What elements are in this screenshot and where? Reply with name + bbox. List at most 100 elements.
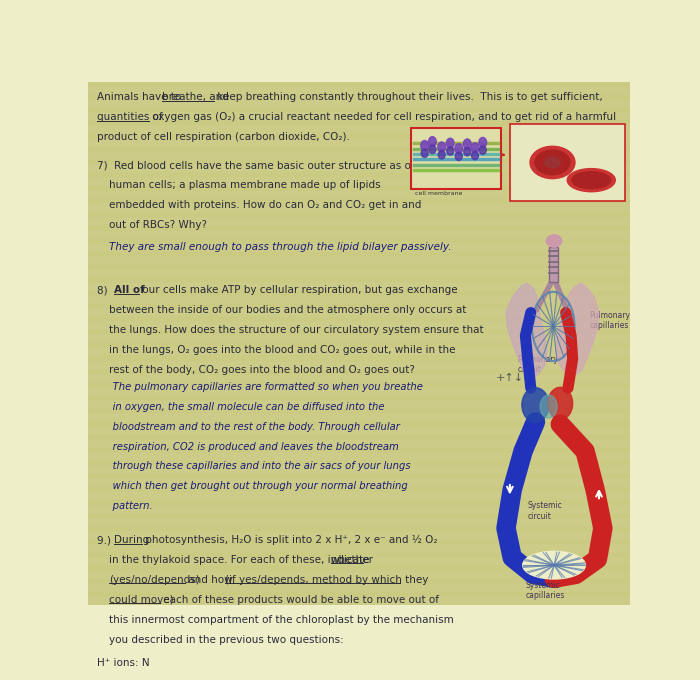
Bar: [88, 252, 630, 255]
Ellipse shape: [447, 138, 454, 148]
Bar: [88, 121, 630, 124]
Polygon shape: [102, 82, 652, 605]
Polygon shape: [158, 82, 700, 605]
Bar: [88, 396, 630, 399]
Ellipse shape: [530, 146, 575, 179]
Bar: [88, 527, 630, 530]
Ellipse shape: [546, 235, 562, 247]
Text: photosynthesis, H₂O is split into 2 x H⁺, 2 x e⁻ and ½ O₂: photosynthesis, H₂O is split into 2 x H⁺…: [142, 535, 438, 545]
Text: bloodstream and to the rest of the body. Through cellular: bloodstream and to the rest of the body.…: [97, 422, 400, 432]
Text: Pulmonary
capillaries: Pulmonary capillaries: [589, 311, 631, 330]
Text: keep breathing constantly throughout their lives.  This is to get sufficient,: keep breathing constantly throughout the…: [214, 92, 602, 103]
Polygon shape: [0, 82, 442, 605]
Text: which then get brought out through your normal breathing: which then get brought out through your …: [97, 481, 408, 492]
Text: rest of the body, CO₂ goes into the blood and O₂ goes out?: rest of the body, CO₂ goes into the bloo…: [109, 365, 415, 375]
Text: +↑↓: +↑↓: [496, 373, 524, 383]
Bar: [88, 579, 630, 582]
Polygon shape: [0, 82, 512, 605]
Bar: [88, 212, 630, 216]
Polygon shape: [562, 82, 700, 605]
Bar: [88, 566, 630, 569]
Polygon shape: [227, 82, 700, 605]
Text: in the lungs, O₂ goes into the blood and CO₂ goes out, while in the: in the lungs, O₂ goes into the blood and…: [109, 345, 456, 355]
Ellipse shape: [438, 142, 446, 152]
Polygon shape: [144, 82, 694, 605]
Polygon shape: [0, 82, 372, 605]
Ellipse shape: [535, 150, 570, 175]
Bar: [88, 435, 630, 438]
Text: All of: All of: [114, 286, 145, 295]
Ellipse shape: [548, 388, 573, 420]
Polygon shape: [130, 82, 680, 605]
Ellipse shape: [567, 169, 615, 192]
Polygon shape: [381, 82, 700, 605]
Bar: [88, 383, 630, 386]
Polygon shape: [520, 82, 700, 605]
Bar: [412, 128, 500, 190]
Ellipse shape: [540, 395, 557, 418]
Bar: [88, 370, 630, 373]
Polygon shape: [556, 284, 599, 376]
Ellipse shape: [447, 147, 454, 155]
Bar: [88, 356, 630, 360]
Ellipse shape: [479, 137, 486, 148]
Polygon shape: [18, 82, 568, 605]
Bar: [549, 247, 558, 282]
Text: Pulmonary
circuit: Pulmonary circuit: [517, 355, 559, 375]
Bar: [88, 461, 630, 464]
Text: They are small enough to pass through the lipid bilayer passively.: They are small enough to pass through th…: [109, 241, 452, 252]
Bar: [88, 513, 630, 517]
Polygon shape: [88, 82, 638, 605]
Polygon shape: [394, 82, 700, 605]
Text: the lungs. How does the structure of our circulatory system ensure that: the lungs. How does the structure of our…: [109, 325, 484, 335]
Polygon shape: [367, 82, 700, 605]
Polygon shape: [4, 82, 554, 605]
Polygon shape: [534, 82, 700, 605]
Ellipse shape: [472, 151, 479, 160]
Polygon shape: [241, 82, 700, 605]
Text: H⁺ ions: N: H⁺ ions: N: [97, 658, 150, 668]
Text: and how: and how: [185, 575, 236, 585]
Bar: [88, 278, 630, 281]
Ellipse shape: [480, 146, 486, 154]
Ellipse shape: [438, 150, 445, 159]
Text: (if yes/depends, method by which they: (if yes/depends, method by which they: [225, 575, 429, 585]
Text: each of these products would be able to move out of: each of these products would be able to …: [160, 595, 440, 605]
Text: 8): 8): [97, 286, 114, 295]
Polygon shape: [0, 82, 358, 605]
Polygon shape: [0, 82, 470, 605]
Polygon shape: [255, 82, 700, 605]
Ellipse shape: [455, 152, 462, 160]
Text: could move): could move): [109, 595, 174, 605]
Ellipse shape: [572, 171, 610, 188]
Ellipse shape: [421, 141, 428, 150]
Text: oxygen gas (O₂) a crucial reactant needed for cell respiration, and to get rid o: oxygen gas (O₂) a crucial reactant neede…: [149, 112, 616, 122]
Bar: [88, 173, 630, 176]
Text: The pulmonary capillaries are formatted so when you breathe: The pulmonary capillaries are formatted …: [97, 382, 423, 392]
Polygon shape: [436, 82, 700, 605]
Polygon shape: [478, 82, 700, 605]
Bar: [88, 160, 630, 163]
Text: 9.): 9.): [97, 535, 115, 545]
Text: pattern.: pattern.: [97, 501, 153, 511]
Bar: [88, 500, 630, 504]
Polygon shape: [0, 82, 526, 605]
Text: out of RBCs? Why?: out of RBCs? Why?: [109, 220, 207, 230]
Bar: [88, 540, 630, 543]
Polygon shape: [116, 82, 666, 605]
Bar: [88, 448, 630, 452]
Bar: [88, 343, 630, 347]
Text: (yes/no/depends): (yes/no/depends): [109, 575, 200, 585]
Bar: [88, 265, 630, 268]
Polygon shape: [353, 82, 700, 605]
Text: breathe, and: breathe, and: [162, 92, 229, 103]
Polygon shape: [0, 82, 498, 605]
Ellipse shape: [471, 143, 479, 153]
Text: cell membrane: cell membrane: [415, 191, 463, 196]
Polygon shape: [325, 82, 700, 605]
Text: in oxygen, the small molecule can be diffused into the: in oxygen, the small molecule can be dif…: [97, 402, 385, 412]
Polygon shape: [659, 82, 700, 605]
Polygon shape: [631, 82, 700, 605]
Bar: [88, 317, 630, 320]
Polygon shape: [213, 82, 700, 605]
